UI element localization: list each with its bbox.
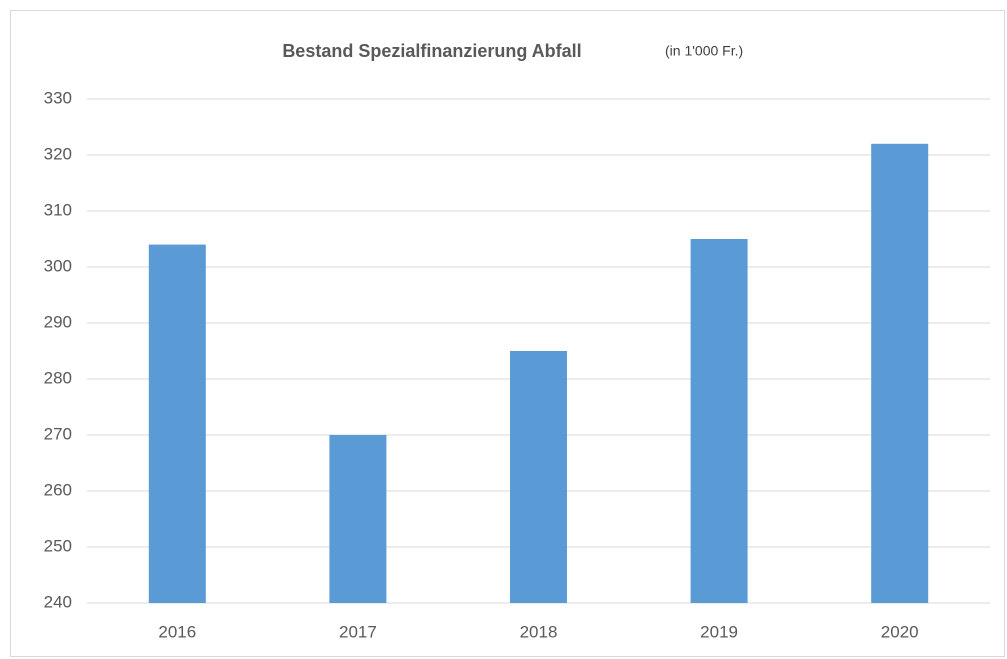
y-tick-label: 320 bbox=[44, 144, 72, 163]
y-tick-label: 250 bbox=[44, 536, 72, 555]
y-tick-label: 270 bbox=[44, 424, 72, 443]
bar bbox=[690, 239, 748, 603]
y-tick-label: 280 bbox=[44, 368, 72, 387]
bar bbox=[871, 143, 929, 604]
x-tick-label: 2018 bbox=[520, 622, 558, 641]
chart-subtitle: (in 1'000 Fr.) bbox=[665, 43, 743, 59]
bar bbox=[148, 244, 206, 603]
bar bbox=[510, 351, 567, 603]
x-tick-label: 2017 bbox=[339, 622, 377, 641]
y-tick-label: 330 bbox=[44, 88, 72, 107]
bar bbox=[329, 435, 387, 603]
y-tick-label: 240 bbox=[44, 592, 72, 611]
y-tick-label: 300 bbox=[44, 256, 72, 275]
x-tick-label: 2020 bbox=[881, 622, 919, 641]
chart-title: Bestand Spezialfinanzierung Abfall bbox=[282, 41, 581, 61]
y-tick-label: 310 bbox=[44, 200, 72, 219]
y-tick-label: 260 bbox=[44, 480, 72, 499]
x-tick-label: 2019 bbox=[700, 622, 738, 641]
y-tick-label: 290 bbox=[44, 312, 72, 331]
x-tick-label: 2016 bbox=[158, 622, 196, 641]
